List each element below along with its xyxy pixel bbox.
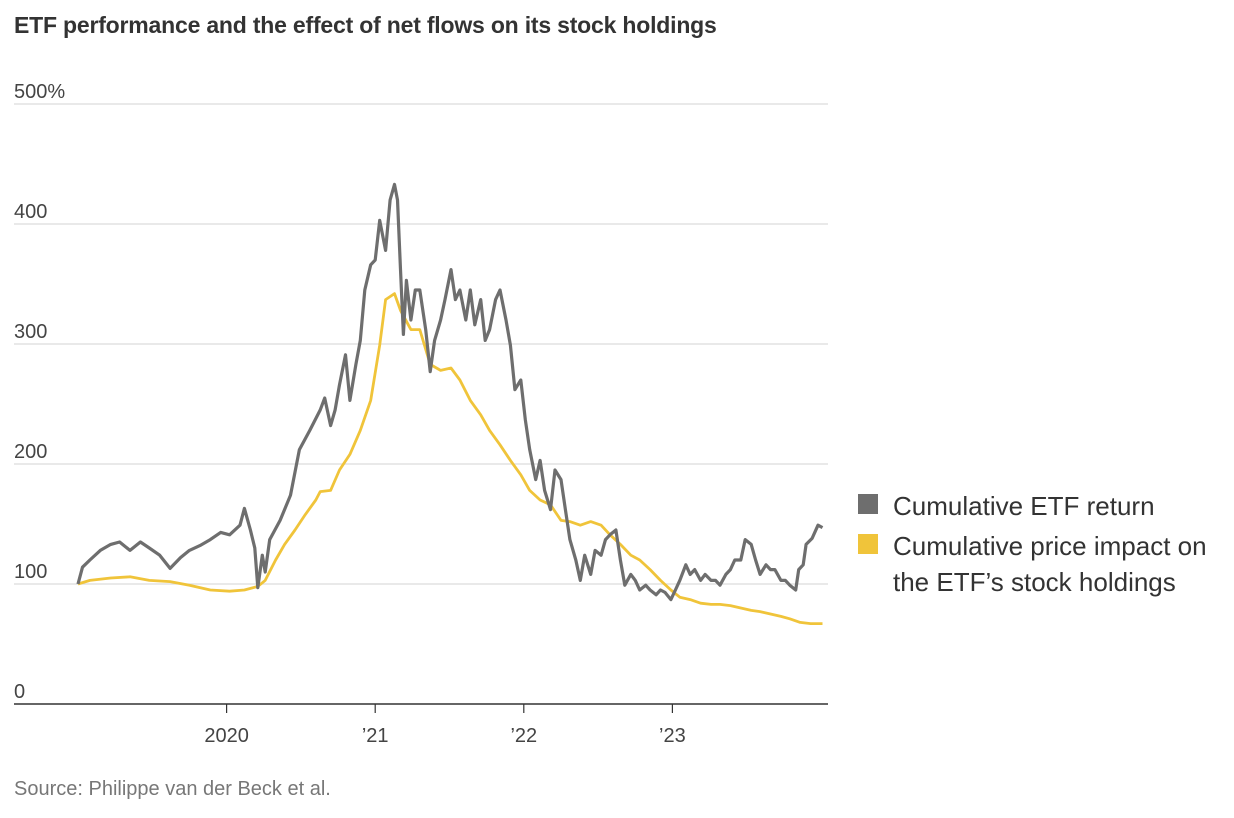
y-tick-label: 300 [14,321,47,343]
x-axis-ticks: 2020 ’21 ’22 ’23 [204,704,686,747]
series-lines [76,182,824,625]
x-tick-label: ’22 [510,725,537,747]
y-tick-label: 0 [14,681,25,703]
legend-item-etf-return: Cumulative ETF return [858,488,1228,524]
legend: Cumulative ETF return Cumulative price i… [858,488,1228,604]
legend-item-price-impact: Cumulative price impact on the ETF’s sto… [858,528,1228,600]
x-tick-label: 2020 [204,725,249,747]
y-tick-label: 500% [14,81,65,103]
series-line-etf-return [76,182,824,602]
chart-title: ETF performance and the effect of net fl… [14,12,717,38]
legend-label: Cumulative price impact on the ETF’s sto… [893,531,1207,597]
source-note: Source: Philippe van der Beck et al. [14,778,331,800]
series-line-price-impact [77,292,823,625]
legend-label: Cumulative ETF return [893,491,1155,521]
legend-swatch-yellow [858,534,878,554]
legend-swatch-gray [858,494,878,514]
x-tick-label: ’23 [659,725,686,747]
y-tick-label: 100 [14,561,47,583]
x-tick-label: ’21 [362,725,389,747]
y-tick-label: 200 [14,441,47,463]
y-axis-ticks: 0 100 200 300 400 500% [14,81,65,703]
gridlines [14,103,828,585]
y-tick-label: 400 [14,201,47,223]
